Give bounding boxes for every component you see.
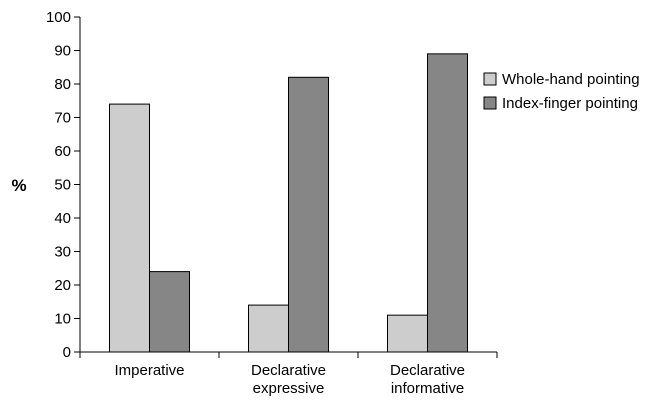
y-tick-label: 40: [54, 210, 71, 227]
legend-swatch: [483, 72, 497, 86]
x-axis: Imperative DeclarativeexpressiveDeclarati…: [79, 351, 498, 397]
y-tick-label: 30: [54, 244, 71, 261]
y-tick-label: 10: [54, 311, 71, 328]
x-category-label: informative: [391, 380, 464, 397]
bar-whole-hand-1: [248, 304, 289, 353]
bar-whole-hand-0: [109, 103, 150, 353]
y-axis-label: %: [11, 176, 26, 195]
bars: [109, 53, 468, 353]
y-tick-label: 70: [54, 110, 71, 127]
bar-index-finger-0: [149, 271, 190, 353]
y-tick-label: 100: [46, 9, 71, 26]
y-axis: 0 10 20 30 40 50 60 70 80 90 100: [46, 9, 81, 361]
x-category-label: Imperative: [114, 362, 184, 379]
legend: Whole-hand pointing Index-finger pointing: [483, 71, 640, 112]
x-category-label: Declarative: [390, 362, 465, 379]
y-tick-label: 0: [63, 344, 71, 361]
y-tick-label: 20: [54, 277, 71, 294]
legend-swatch: [483, 96, 497, 110]
bar-whole-hand-2: [387, 314, 428, 353]
bar-index-finger-2: [427, 53, 468, 353]
y-tick-label: 50: [54, 177, 71, 194]
x-category-label: expressive: [253, 380, 325, 397]
legend-label: Index-finger pointing: [502, 95, 638, 112]
y-tick-label: 80: [54, 76, 71, 93]
x-category-label: Declarative: [251, 362, 326, 379]
y-tick-label: 90: [54, 43, 71, 60]
bar-index-finger-1: [288, 76, 329, 353]
y-tick-label: 60: [54, 143, 71, 160]
legend-label: Whole-hand pointing: [502, 71, 640, 88]
